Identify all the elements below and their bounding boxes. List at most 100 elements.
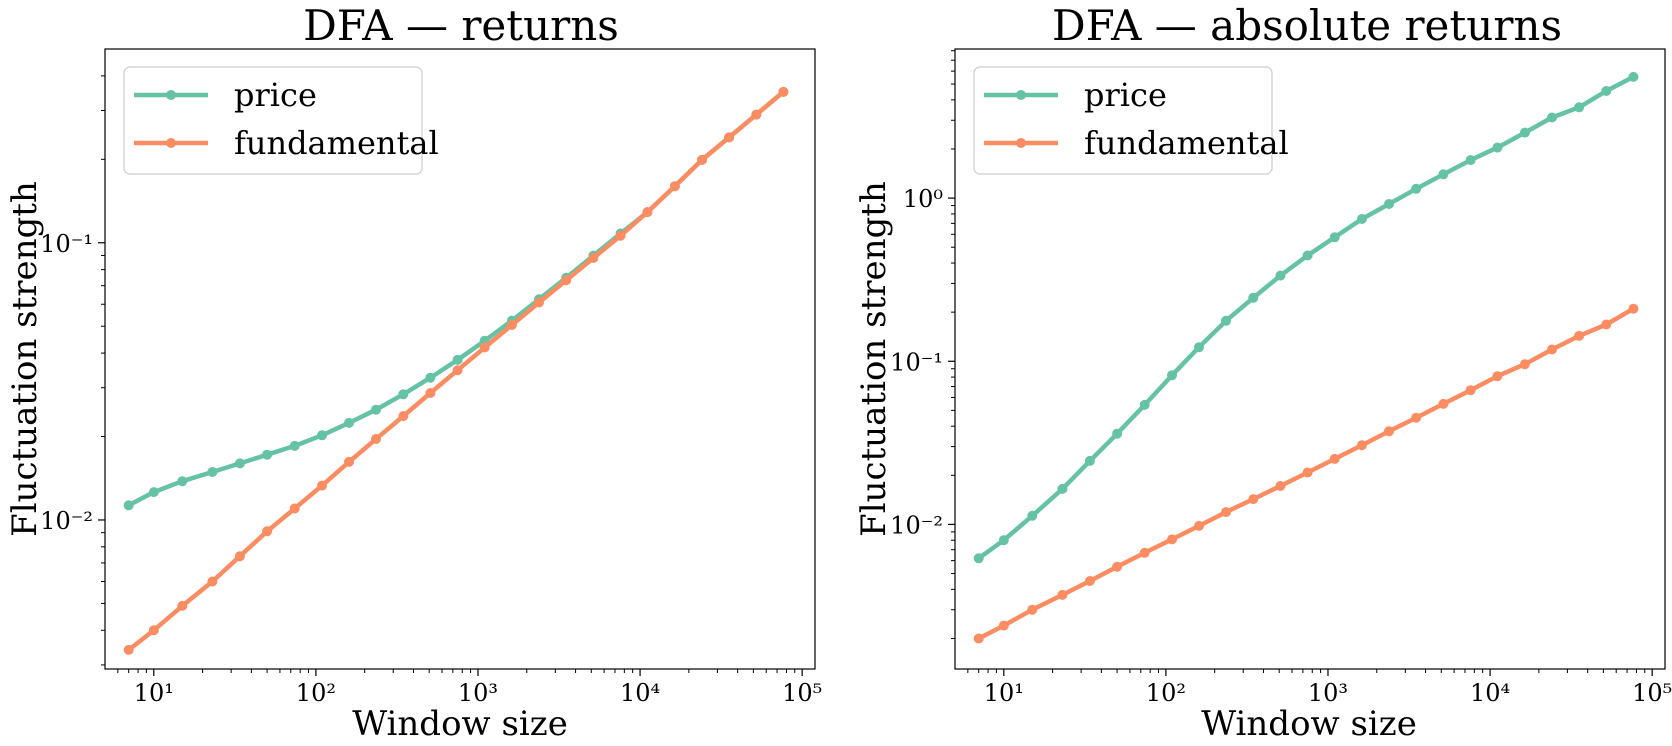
data-point-price: [262, 449, 273, 460]
legend-label-price: price: [234, 76, 317, 114]
data-point-fundamental: [452, 365, 463, 376]
data-point-fundamental: [371, 434, 381, 444]
data-point-price: [1275, 270, 1286, 281]
data-point-price: [1384, 199, 1394, 209]
data-point-price: [1438, 169, 1449, 180]
data-point-fundamental: [425, 388, 436, 398]
data-point-price: [973, 553, 984, 564]
data-point-price: [1492, 142, 1503, 153]
data-point-fundamental: [1465, 385, 1476, 396]
x-tick-label: 10³: [458, 679, 498, 707]
data-point-price: [1112, 428, 1123, 439]
data-point-price: [998, 535, 1009, 546]
data-point-fundamental: [751, 109, 762, 120]
legend-label-fundamental: fundamental: [234, 124, 439, 162]
data-point-fundamental: [1438, 398, 1449, 409]
data-point-price: [1057, 483, 1068, 494]
data-point-fundamental: [1057, 589, 1068, 600]
data-point-fundamental: [1601, 319, 1612, 330]
data-point-price: [1139, 399, 1150, 410]
y-minor-ticks: [101, 75, 105, 666]
legend-marker-fundamental: [1016, 138, 1026, 148]
y-tick-label: 10⁻²: [40, 507, 93, 535]
data-point-fundamental: [1356, 440, 1367, 451]
x-tick-label: 10⁴: [1470, 679, 1510, 707]
data-point-fundamental: [1329, 453, 1340, 464]
plot-frame: [954, 48, 1666, 670]
data-point-fundamental: [289, 503, 300, 514]
chart-title: DFA — returns: [303, 1, 619, 50]
x-minor-ticks: [967, 669, 1646, 673]
legend-label-price: price: [1084, 76, 1167, 114]
data-point-price: [1084, 455, 1095, 466]
data-point-fundamental: [479, 342, 490, 353]
data-point-price: [1302, 250, 1313, 261]
legend-marker-fundamental: [166, 138, 176, 148]
data-point-fundamental: [317, 480, 327, 491]
data-point-price: [1194, 342, 1204, 353]
y-tick-label: 10⁰: [903, 185, 943, 213]
data-point-fundamental: [1384, 426, 1394, 437]
data-point-fundamental: [1519, 359, 1530, 370]
data-point-price: [425, 372, 436, 383]
data-point-fundamental: [207, 576, 218, 587]
data-point-fundamental: [588, 253, 599, 263]
x-axis-label: Window size: [352, 704, 568, 744]
data-point-fundamental: [1221, 507, 1231, 518]
data-point-price: [1221, 315, 1231, 326]
data-point-price: [344, 417, 354, 428]
data-point-fundamental: [724, 132, 735, 143]
y-tick-label: 10⁻¹: [890, 348, 943, 376]
data-point-price: [1465, 155, 1476, 166]
data-point-fundamental: [1248, 494, 1259, 505]
data-point-price: [1329, 232, 1340, 243]
data-point-price: [1574, 102, 1585, 113]
data-point-fundamental: [234, 551, 245, 562]
data-point-fundamental: [1084, 576, 1095, 586]
data-point-fundamental: [123, 644, 134, 655]
data-point-fundamental: [615, 230, 626, 241]
x-axis-ticks: 10¹ 10² 10³ 10⁴ 10⁵: [134, 669, 822, 707]
data-point-fundamental: [1492, 371, 1503, 382]
y-tick-label: 10⁻¹: [40, 230, 93, 258]
data-point-price: [1027, 510, 1038, 521]
data-point-fundamental: [1194, 520, 1204, 531]
x-tick-label: 10²: [296, 679, 336, 707]
data-point-price: [1628, 71, 1639, 82]
data-point-price: [148, 487, 159, 498]
data-point-fundamental: [1574, 330, 1585, 341]
data-point-fundamental: [1628, 303, 1639, 314]
data-point-fundamental: [1302, 467, 1313, 478]
data-point-price: [1411, 183, 1422, 194]
x-tick-label: 10⁵: [782, 679, 822, 707]
data-point-fundamental: [1411, 412, 1422, 423]
x-tick-label: 10¹: [134, 679, 174, 707]
x-tick-label: 10³: [1308, 679, 1348, 707]
legend: price fundamental: [973, 66, 1289, 175]
data-point-fundamental: [998, 620, 1009, 631]
data-point-price: [1248, 292, 1259, 303]
data-point-price: [1601, 86, 1612, 96]
data-point-fundamental: [344, 456, 354, 467]
data-point-fundamental: [561, 275, 572, 286]
chart-panel-returns: DFA — returns 10¹ 10² 10³ 10⁴ 10⁵ 10⁻² 10⁻¹ W…: [5, 1, 822, 744]
data-point-price: [1167, 370, 1177, 381]
data-point-price: [1356, 214, 1367, 224]
data-point-fundamental: [1275, 481, 1286, 491]
data-point-fundamental: [534, 297, 544, 308]
data-point-price: [207, 467, 218, 477]
y-tick-label: 10⁻²: [890, 511, 943, 539]
plot-frame: [104, 48, 816, 670]
data-point-price: [452, 354, 463, 365]
y-axis-ticks: 10⁻² 10⁻¹: [40, 230, 105, 535]
data-point-fundamental: [1547, 344, 1557, 355]
x-tick-label: 10¹: [984, 679, 1024, 707]
data-point-fundamental: [1139, 547, 1150, 558]
data-point-fundamental: [506, 320, 517, 330]
data-point-fundamental: [669, 181, 680, 192]
data-point-fundamental: [697, 154, 707, 165]
data-point-price: [289, 440, 300, 451]
legend: price fundamental: [123, 66, 439, 175]
data-point-price: [317, 430, 327, 441]
